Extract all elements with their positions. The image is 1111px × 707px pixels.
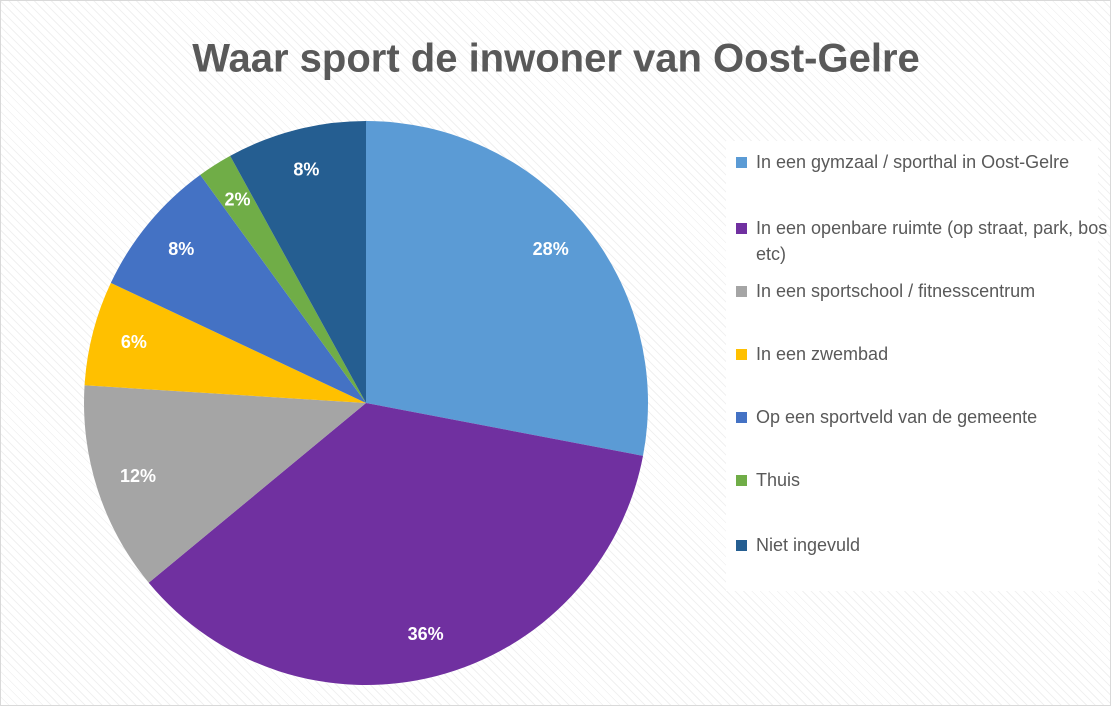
legend-swatch xyxy=(736,412,747,423)
data-label: 36% xyxy=(408,624,444,644)
legend-label: Op een sportveld van de gemeente xyxy=(756,407,1038,427)
data-label: 6% xyxy=(121,332,147,352)
legend-swatch xyxy=(736,286,747,297)
legend-label: Thuis xyxy=(756,470,801,490)
legend-swatch xyxy=(736,540,747,551)
pie-slice xyxy=(366,121,648,456)
legend-swatch xyxy=(736,223,747,234)
legend-entry: In een zwembad xyxy=(736,341,1111,367)
data-label: 28% xyxy=(533,239,569,259)
legend-label: In een sportschool / fitnesscentrum xyxy=(756,281,1036,301)
legend-swatch xyxy=(736,475,747,486)
pie-slice xyxy=(110,174,366,403)
data-label: 12% xyxy=(120,466,156,486)
legend-entry: Thuis xyxy=(736,467,1111,493)
data-label: 8% xyxy=(293,160,319,180)
legend-label: In een openbare ruimte (op straat, park,… xyxy=(756,218,1108,264)
chart-title: Waar sport de inwoner van Oost-Gelre xyxy=(192,37,920,81)
legend-label: Niet ingevuld xyxy=(756,535,861,555)
legend-entry: In een gymzaal / sporthal in Oost-Gelre xyxy=(736,149,1111,175)
legend-swatch xyxy=(736,157,747,168)
pie-slice xyxy=(148,403,644,686)
legend-swatch xyxy=(736,349,747,360)
data-label: 8% xyxy=(168,239,194,259)
legend-entry: In een openbare ruimte (op straat, park,… xyxy=(736,215,1111,267)
legend-label: In een zwembad xyxy=(756,344,889,364)
data-label: 2% xyxy=(225,189,251,209)
pie-slice xyxy=(230,121,366,403)
legend-entry: Op een sportveld van de gemeente xyxy=(736,404,1111,430)
pie-slice xyxy=(200,155,366,403)
legend: In een gymzaal / sporthal in Oost-Gelre I… xyxy=(726,141,1107,591)
legend-label: In een gymzaal / sporthal in Oost-Gelre xyxy=(756,152,1070,172)
pie-slice xyxy=(84,385,367,583)
pie-slice xyxy=(84,282,367,403)
legend-entry: In een sportschool / fitnesscentrum xyxy=(736,278,1111,304)
legend-entry: Niet ingevuld xyxy=(736,532,1111,558)
